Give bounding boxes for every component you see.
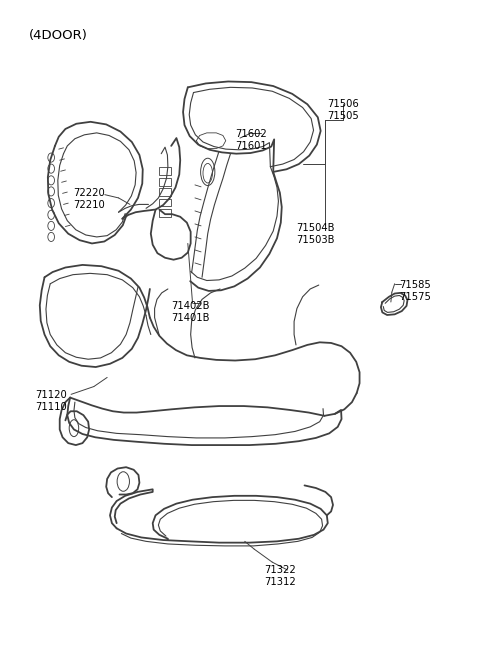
Text: (4DOOR): (4DOOR) [29,29,88,42]
Text: 71602
71601: 71602 71601 [235,129,267,151]
Text: 71402B
71401B: 71402B 71401B [171,300,210,323]
Bar [159,199,171,207]
Bar [159,188,171,196]
Bar [159,209,171,216]
Text: 71504B
71503B: 71504B 71503B [296,222,335,245]
Bar [159,167,171,175]
Text: 72220
72210: 72220 72210 [73,188,105,210]
Text: 71120
71110: 71120 71110 [35,390,67,412]
Text: 71506
71505: 71506 71505 [327,99,359,121]
Text: 71585
71575: 71585 71575 [399,280,432,302]
Text: 71322
71312: 71322 71312 [264,565,297,587]
Bar [159,178,171,186]
